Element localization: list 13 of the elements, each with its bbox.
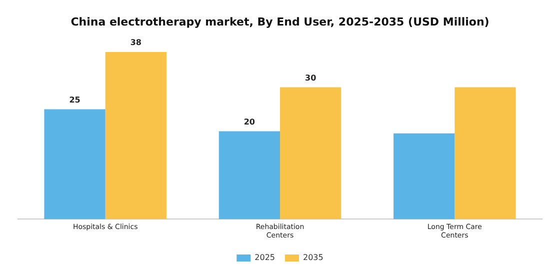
chart-title: China electrotherapy market, By End User, 2025-2035 (USD Million) xyxy=(70,15,490,28)
data-label: 30 xyxy=(304,73,317,82)
bar xyxy=(454,87,516,220)
data-label: 20 xyxy=(244,117,256,126)
legend-label: 2035 xyxy=(303,253,324,262)
data-label: 25 xyxy=(69,95,81,104)
legend-label: 2025 xyxy=(254,253,275,262)
bar xyxy=(280,87,342,220)
data-label: 38 xyxy=(130,38,142,48)
bar xyxy=(105,52,166,220)
bar xyxy=(394,133,455,220)
bar xyxy=(218,131,280,220)
bar xyxy=(44,109,106,220)
